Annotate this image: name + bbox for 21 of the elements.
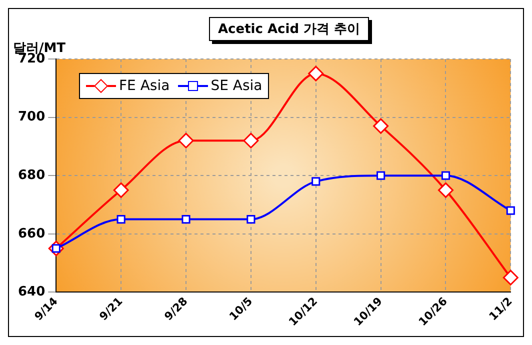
point	[243, 132, 259, 148]
point	[308, 66, 324, 82]
point	[312, 177, 320, 186]
legend-label: SE Asia	[210, 78, 262, 94]
point	[116, 215, 126, 224]
point	[113, 182, 129, 198]
point	[502, 270, 518, 286]
point	[246, 215, 256, 224]
point	[178, 132, 194, 148]
point	[506, 206, 515, 215]
legend-label: FE Asia	[119, 78, 170, 94]
y-tick-label: 700	[18, 110, 46, 125]
point	[441, 171, 450, 180]
point	[376, 171, 386, 180]
point	[438, 182, 454, 198]
y-tick-label: 640	[18, 284, 46, 300]
y-tick-label: 660	[18, 226, 46, 242]
point	[182, 215, 190, 224]
chart-title: Acetic Acid 가격 추이	[209, 17, 370, 41]
y-tick-label: 680	[18, 168, 46, 183]
point	[373, 118, 389, 134]
